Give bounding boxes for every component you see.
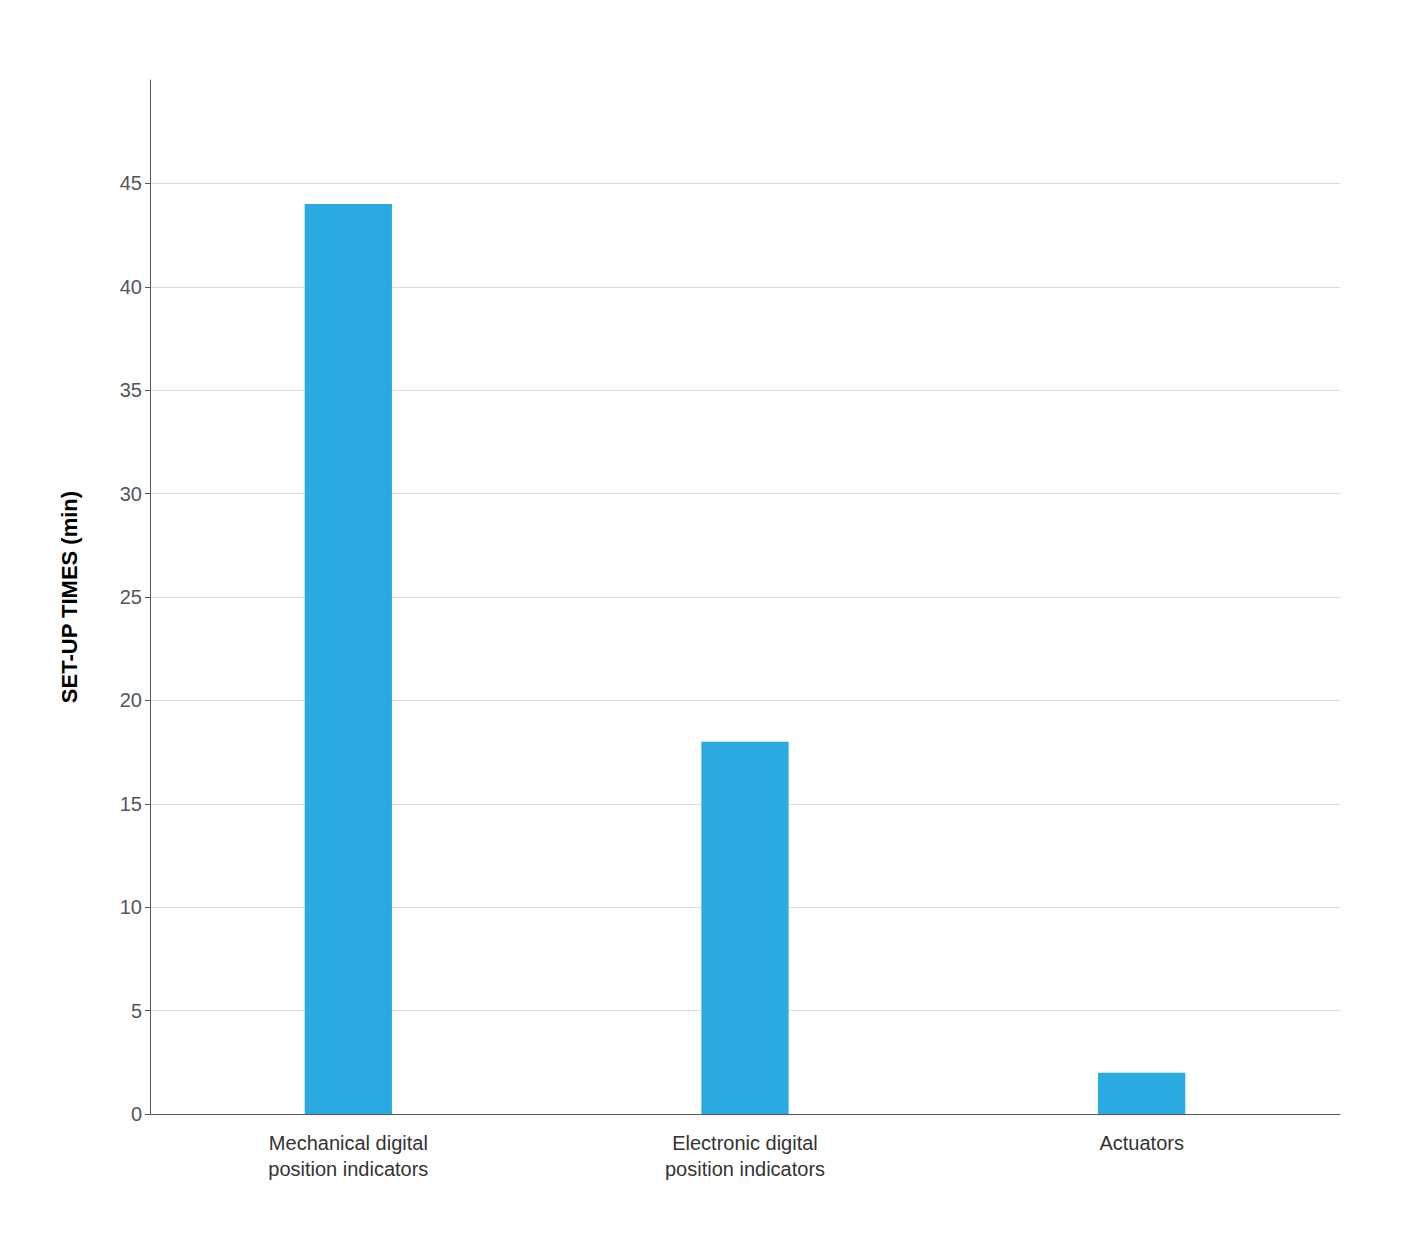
svg-text:Electronic digital: Electronic digital [672,1132,818,1154]
svg-text:position indicators: position indicators [665,1158,825,1180]
svg-text:position indicators: position indicators [268,1158,428,1180]
svg-text:35: 35 [120,379,142,401]
svg-text:5: 5 [131,1000,142,1022]
svg-text:30: 30 [120,483,142,505]
svg-text:40: 40 [120,276,142,298]
svg-text:45: 45 [120,172,142,194]
svg-text:SET-UP TIMES (min): SET-UP TIMES (min) [57,491,82,703]
svg-text:10: 10 [120,896,142,918]
svg-text:15: 15 [120,793,142,815]
svg-text:0: 0 [131,1103,142,1125]
svg-text:Mechanical digital: Mechanical digital [269,1132,428,1154]
svg-text:25: 25 [120,586,142,608]
svg-text:20: 20 [120,689,142,711]
svg-text:Actuators: Actuators [1099,1132,1183,1154]
